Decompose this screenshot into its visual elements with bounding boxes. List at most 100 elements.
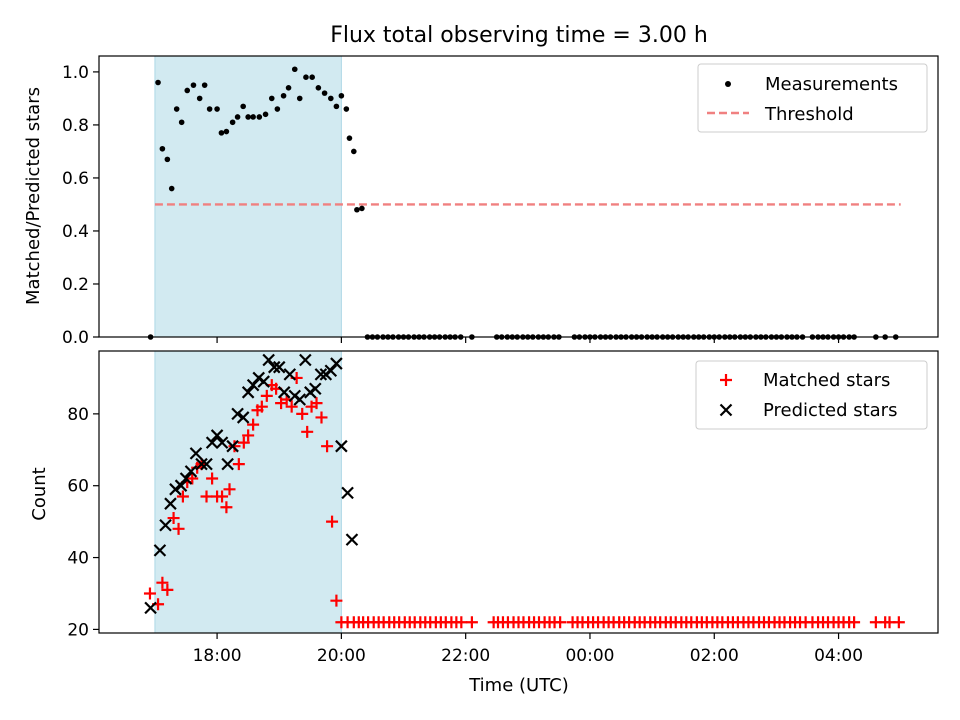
measurement-point bbox=[303, 74, 309, 81]
predicted-star-point bbox=[335, 439, 348, 453]
predicted-star-point bbox=[314, 368, 328, 381]
bottom-y-tick-label: 40 bbox=[67, 549, 89, 569]
predicted-star-point bbox=[184, 465, 198, 478]
predicted-star-point bbox=[277, 386, 291, 399]
top-y-tick-label: 0.4 bbox=[62, 222, 89, 242]
matched-star-point bbox=[296, 407, 309, 420]
matched-star-point bbox=[247, 418, 260, 431]
measurement-point bbox=[338, 92, 345, 99]
matched-star-point bbox=[167, 512, 180, 525]
top-axes-frame bbox=[98, 55, 939, 338]
matched-star-point bbox=[315, 411, 328, 424]
predicted-star-point bbox=[262, 353, 275, 367]
matched-star-point bbox=[172, 522, 185, 535]
matched-star-point bbox=[176, 490, 189, 503]
measurement-point bbox=[321, 90, 328, 96]
measurement-point bbox=[201, 82, 208, 88]
predicted-star-point bbox=[324, 364, 338, 378]
predicted-star-point bbox=[231, 407, 244, 421]
measurement-point bbox=[223, 128, 230, 135]
matched-star-point bbox=[321, 440, 334, 453]
legend-threshold-label: Threshold bbox=[764, 104, 854, 125]
measurement-point bbox=[285, 85, 292, 91]
measurement-point bbox=[159, 145, 166, 152]
matched-star-point bbox=[260, 389, 273, 402]
x-tick-label: 18:00 bbox=[193, 646, 242, 666]
matched-star-point bbox=[310, 397, 323, 410]
predicted-star-point bbox=[164, 497, 177, 510]
matched-star-point bbox=[455, 616, 468, 629]
legend-measurements-marker bbox=[725, 81, 731, 87]
figure-title: Flux total observing time = 3.00 h bbox=[330, 23, 708, 48]
legend-predicted-glyph bbox=[719, 403, 733, 417]
predicted-star-point bbox=[144, 601, 157, 615]
predicted-star-point bbox=[308, 382, 322, 395]
measurement-point bbox=[291, 66, 298, 73]
measurement-point bbox=[250, 114, 256, 120]
measurement-point bbox=[173, 106, 180, 112]
matched-star-point bbox=[330, 594, 343, 607]
predicted-star-point bbox=[179, 472, 193, 485]
matched-star-point bbox=[156, 576, 169, 589]
predicted-star-point bbox=[210, 429, 224, 442]
matched-star-point bbox=[206, 472, 219, 485]
matched-star-point bbox=[285, 400, 298, 413]
matched-star-point bbox=[892, 616, 905, 629]
measurement-point bbox=[245, 114, 251, 120]
legend-matched-marker bbox=[720, 374, 732, 386]
top-y-tick-label: 0.2 bbox=[62, 275, 89, 295]
bottom-y-axis-label: Count bbox=[29, 467, 50, 520]
matched-star-point bbox=[216, 490, 229, 503]
measurement-point bbox=[268, 95, 275, 102]
measurement-point bbox=[351, 148, 357, 155]
matched-star-point bbox=[237, 436, 250, 449]
measurement-point bbox=[343, 106, 350, 112]
predicted-stars-points bbox=[144, 353, 359, 615]
matched-star-point bbox=[242, 429, 255, 442]
matched-star-point bbox=[220, 501, 233, 514]
measurement-point bbox=[206, 106, 213, 112]
measurement-point bbox=[296, 95, 303, 102]
predicted-star-point bbox=[195, 457, 208, 471]
top-y-tick-label: 0.0 bbox=[62, 328, 89, 348]
matched-star-point bbox=[200, 490, 213, 503]
matched-star-point bbox=[228, 440, 241, 453]
measurement-point bbox=[315, 85, 322, 91]
predicted-star-point bbox=[226, 439, 239, 453]
top-legend-box bbox=[697, 63, 928, 133]
legend-predicted-label: Predicted stars bbox=[763, 400, 897, 421]
matched-star-point bbox=[465, 616, 478, 629]
matched-star-point bbox=[301, 425, 314, 438]
x-tick-label: 20:00 bbox=[317, 646, 366, 666]
matched-star-point bbox=[848, 616, 861, 629]
predicted-star-point bbox=[345, 533, 359, 546]
bottom-legend-box bbox=[695, 360, 928, 430]
predicted-star-point bbox=[283, 368, 297, 381]
bottom-y-ticks: 20 40 60 80 bbox=[67, 405, 99, 640]
predicted-star-point bbox=[299, 353, 312, 367]
predicted-star-point bbox=[153, 544, 167, 557]
measurement-point bbox=[354, 206, 360, 213]
legend-matched-label: Matched stars bbox=[763, 370, 890, 391]
measurement-point bbox=[328, 95, 334, 102]
x-axis-label: Time (UTC) bbox=[468, 675, 569, 696]
bottom-y-tick-label: 20 bbox=[67, 620, 89, 640]
x-tick-label: 02:00 bbox=[690, 646, 739, 666]
top-y-axis-label: Matched/Predicted stars bbox=[23, 87, 44, 305]
predicted-star-point bbox=[330, 357, 343, 370]
predicted-star-point bbox=[293, 393, 307, 406]
top-panel: 0.0 0.2 0.4 0.6 0.8 1.0 Matched/Predicted sta… bbox=[23, 55, 939, 348]
measurement-point bbox=[178, 119, 185, 126]
bottom-y-tick-label: 80 bbox=[67, 405, 89, 425]
matched-star-point bbox=[223, 483, 236, 496]
matched-star-point bbox=[186, 472, 199, 485]
top-y-tick-label: 1.0 bbox=[62, 63, 89, 83]
measurement-point bbox=[190, 82, 197, 88]
x-tick-label: 00:00 bbox=[565, 646, 614, 666]
predicted-star-point bbox=[236, 411, 250, 424]
predicted-star-point bbox=[341, 486, 354, 500]
matched-star-point bbox=[255, 400, 268, 413]
measurement-point bbox=[168, 185, 175, 192]
matched-star-point bbox=[554, 616, 567, 629]
legend-measurements-label: Measurements bbox=[765, 74, 898, 95]
